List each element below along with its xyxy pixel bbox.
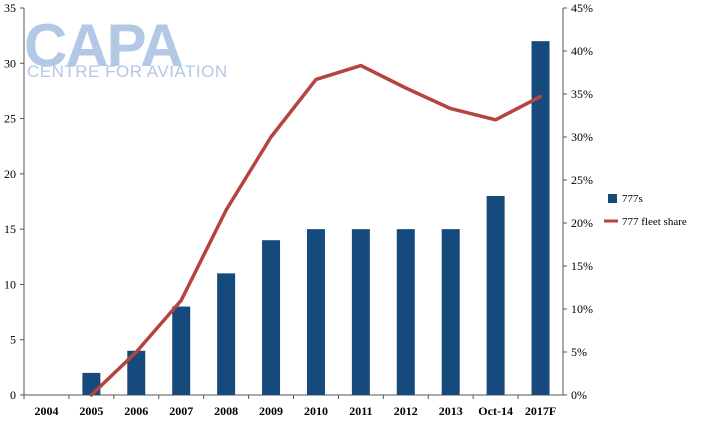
x-tick-label: 2004	[34, 404, 58, 418]
bar-series	[82, 41, 550, 396]
bar	[172, 306, 191, 395]
right-tick-label: 30%	[571, 130, 593, 144]
right-tick-label: 5%	[571, 345, 587, 359]
x-tick-label: 2010	[304, 404, 328, 418]
line-series	[89, 63, 543, 397]
x-tick-label: 2012	[394, 404, 418, 418]
x-tick-label: 2005	[79, 404, 103, 418]
legend-label-fleet-share: 777 fleet share	[622, 216, 687, 228]
axes	[20, 7, 567, 399]
right-tick-label: 35%	[571, 87, 593, 101]
bar	[127, 350, 146, 395]
bar	[262, 240, 281, 395]
logo-sub-text: CENTRE FOR AVIATION	[27, 62, 228, 81]
left-tick-label: 35	[4, 1, 16, 15]
x-tick-label: 2011	[349, 404, 372, 418]
bar	[441, 229, 460, 395]
legend: 777s 777 fleet share	[604, 193, 687, 228]
x-tick-label: 2009	[259, 404, 283, 418]
logo-main-text: CAPA	[24, 12, 182, 79]
x-tick-label: Oct-14	[478, 404, 513, 418]
x-tick-label: 2008	[214, 404, 238, 418]
right-tick-label: 15%	[571, 259, 593, 273]
bar	[306, 229, 325, 395]
x-tick-label: 2007	[169, 404, 193, 418]
right-tick-label: 25%	[571, 173, 593, 187]
left-tick-label: 0	[10, 388, 16, 402]
bar	[486, 195, 505, 395]
x-tick-label: 2013	[439, 404, 463, 418]
left-tick-label: 20	[4, 167, 16, 181]
legend-label-777s: 777s	[622, 193, 643, 205]
x-tick-label: 2006	[124, 404, 148, 418]
bar	[82, 372, 101, 395]
capa-logo: CAPA CENTRE FOR AVIATION	[24, 12, 228, 81]
right-tick-label: 20%	[571, 216, 593, 230]
x-tick-label: 2017F	[525, 404, 556, 418]
bar	[217, 273, 236, 395]
bar	[396, 229, 415, 395]
left-tick-label: 30	[4, 56, 16, 70]
right-tick-label: 45%	[571, 1, 593, 15]
bar	[351, 229, 370, 395]
left-tick-label: 5	[10, 333, 16, 347]
left-tick-label: 10	[4, 277, 16, 291]
left-tick-label: 15	[4, 222, 16, 236]
tick-labels: 0 5 10 15 20 25 30 35 0% 5% 10% 15% 20% 25% 30% 35% 40% 4…	[4, 1, 593, 418]
right-tick-label: 0%	[571, 388, 587, 402]
left-tick-label: 25	[4, 112, 16, 126]
right-tick-label: 10%	[571, 302, 593, 316]
bar	[531, 41, 550, 396]
fleet-share-line	[89, 63, 543, 397]
legend-swatch-777s	[608, 194, 617, 203]
right-tick-label: 40%	[571, 44, 593, 58]
